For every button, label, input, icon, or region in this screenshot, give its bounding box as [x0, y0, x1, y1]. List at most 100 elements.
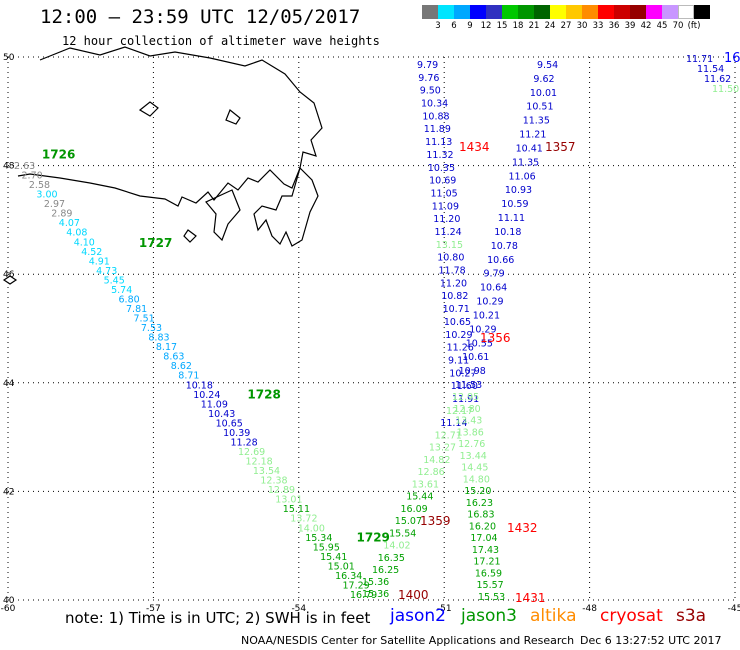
- scale-label: 70: [672, 21, 684, 31]
- swh-label-west: 2.70: [22, 171, 43, 182]
- swh-label-jason2: 10.64: [480, 283, 507, 294]
- lat-tick-label: 40: [3, 596, 15, 606]
- swh-label-south: 13.27: [429, 443, 456, 454]
- swh-label-south: 14.80: [463, 474, 490, 485]
- swh-label-jason2: 11.21: [519, 130, 546, 141]
- swh-label-west: 10.65: [216, 418, 243, 429]
- scale-label: 36: [608, 21, 620, 31]
- time-label-cryosat: 1356: [480, 331, 511, 345]
- scale-swatch: [470, 5, 486, 19]
- swh-label-west: 10.39: [223, 428, 250, 439]
- swh-label-ne: 11.71: [686, 54, 713, 65]
- scale-swatch: [534, 5, 550, 19]
- swh-label-jason2: 9.11: [448, 356, 469, 367]
- scale-label: 27: [560, 21, 572, 31]
- swh-label-south: 16.23: [466, 498, 493, 509]
- scale-label: 6: [451, 21, 457, 31]
- scale-swatch: [518, 5, 534, 19]
- time-label-cryosat: 1432: [507, 521, 538, 535]
- swh-label-west: 12.89: [268, 485, 295, 496]
- scale-swatch: [678, 5, 694, 19]
- swh-label-west: 8.83: [148, 333, 169, 344]
- swh-label-west: 4.91: [89, 256, 110, 267]
- swh-label-jason2: 10.29: [445, 330, 472, 341]
- swh-label-jason2: 10.65: [444, 317, 471, 328]
- scale-swatch: [614, 5, 630, 19]
- swh-label-south: 16.83: [467, 510, 494, 521]
- footer-credit: NOAA/NESDIS Center for Satellite Applica…: [241, 634, 575, 647]
- swh-label-jason2: 9.50: [420, 86, 441, 97]
- swh-label-west: 15.11: [283, 504, 310, 515]
- scale-swatch: [422, 5, 438, 19]
- swh-label-west: 10.43: [208, 409, 235, 420]
- lat-tick-label: 50: [3, 53, 15, 63]
- time-label-cryosat: 1434: [459, 140, 490, 154]
- coast-fragment: [138, 101, 159, 117]
- swh-label-jason2: 11.24: [435, 227, 462, 238]
- scale-label: 30: [576, 21, 588, 31]
- swh-label-jason2: 10.21: [473, 310, 500, 321]
- scale-label: 18: [512, 21, 524, 31]
- swh-label-jason2: 10.34: [421, 99, 448, 110]
- swh-label-jason2: 10.35: [428, 163, 455, 174]
- swh-label-south: 12.17: [446, 406, 473, 417]
- swh-label-south: 13.61: [412, 479, 439, 490]
- swh-label-south: 14.02: [383, 541, 410, 552]
- scale-label: 24: [544, 21, 556, 31]
- swh-label-jason2: 11.13: [425, 137, 452, 148]
- swh-label-west: 2.89: [51, 209, 72, 220]
- swh-label-west: 2.58: [29, 180, 50, 191]
- scale-label: 21: [528, 21, 540, 31]
- swh-label-jason2: 10.29: [476, 297, 503, 308]
- swh-label-west: 10.18: [186, 380, 213, 391]
- scale-swatch: [438, 5, 454, 19]
- swh-label-jason2: 10.55: [466, 338, 493, 349]
- swh-label-jason2: 10.41: [516, 144, 543, 155]
- swh-label-south: 17.04: [470, 533, 497, 544]
- lat-tick-label: 42: [3, 487, 14, 497]
- swh-label-west: 16.79: [350, 590, 377, 601]
- swh-label-jason2: 11.78: [439, 266, 466, 277]
- swh-label-west: 8.62: [171, 361, 192, 372]
- swh-label-jason2: 10.71: [443, 304, 470, 315]
- swh-label-south: 13.43: [455, 416, 482, 427]
- lat-tick-label: 44: [3, 379, 15, 389]
- scale-swatch: [582, 5, 598, 19]
- swh-label-west: 4.10: [74, 237, 95, 248]
- scale-swatch: [598, 5, 614, 19]
- track-times: 1726 1727 1728 1729 1434 1357 1356 1359 1432 1431…: [42, 140, 576, 605]
- swh-label-south: 16.59: [475, 569, 502, 580]
- scale-label: 39: [624, 21, 636, 31]
- footer-timestamp: Dec 6 13:27:52 UTC 2017: [580, 634, 722, 647]
- swh-label-ne: 16: [724, 51, 740, 66]
- swh-label-jason2: 9.79: [417, 60, 438, 71]
- swh-label-jason2: 10.98: [459, 366, 486, 377]
- swh-label-jason2: 10.82: [441, 291, 468, 302]
- color-scale: [422, 5, 710, 19]
- swh-label-jason2: 11.20: [433, 214, 460, 225]
- coast-fragment: [225, 109, 241, 125]
- scale-label: (ft): [687, 21, 701, 31]
- lat-tick-label: 46: [3, 270, 15, 280]
- swh-label-jason2: 10.66: [487, 255, 514, 266]
- swh-label-jason2: 10.01: [530, 88, 557, 99]
- time-label-cryosat: 1431: [515, 591, 546, 605]
- scale-swatch: [454, 5, 470, 19]
- swh-label-west: 5.45: [104, 275, 125, 286]
- swh-label-jason2: 10.88: [422, 111, 449, 122]
- swh-label-jason2: 11.53: [455, 380, 482, 391]
- avalon-peninsula: [253, 166, 319, 247]
- swh-label-west: 2.63: [14, 161, 35, 172]
- swh-label-south: 16.25: [372, 565, 399, 576]
- time-label-jason3: 1726: [42, 148, 75, 162]
- swh-label-jason2: 10.29: [469, 324, 496, 335]
- swh-label-west: 4.52: [81, 247, 102, 258]
- swh-label-jason2: 9.76: [418, 73, 439, 84]
- lon-tick-label: -45: [728, 604, 740, 614]
- scale-swatch: [646, 5, 662, 19]
- swh-label-west: 15.41: [320, 552, 347, 563]
- swh-label-west: 10.24: [193, 390, 220, 401]
- legend-jason3: jason3: [461, 606, 517, 626]
- swh-label-jason2: 11.06: [509, 171, 536, 182]
- swh-label-south: 14.82: [423, 455, 450, 466]
